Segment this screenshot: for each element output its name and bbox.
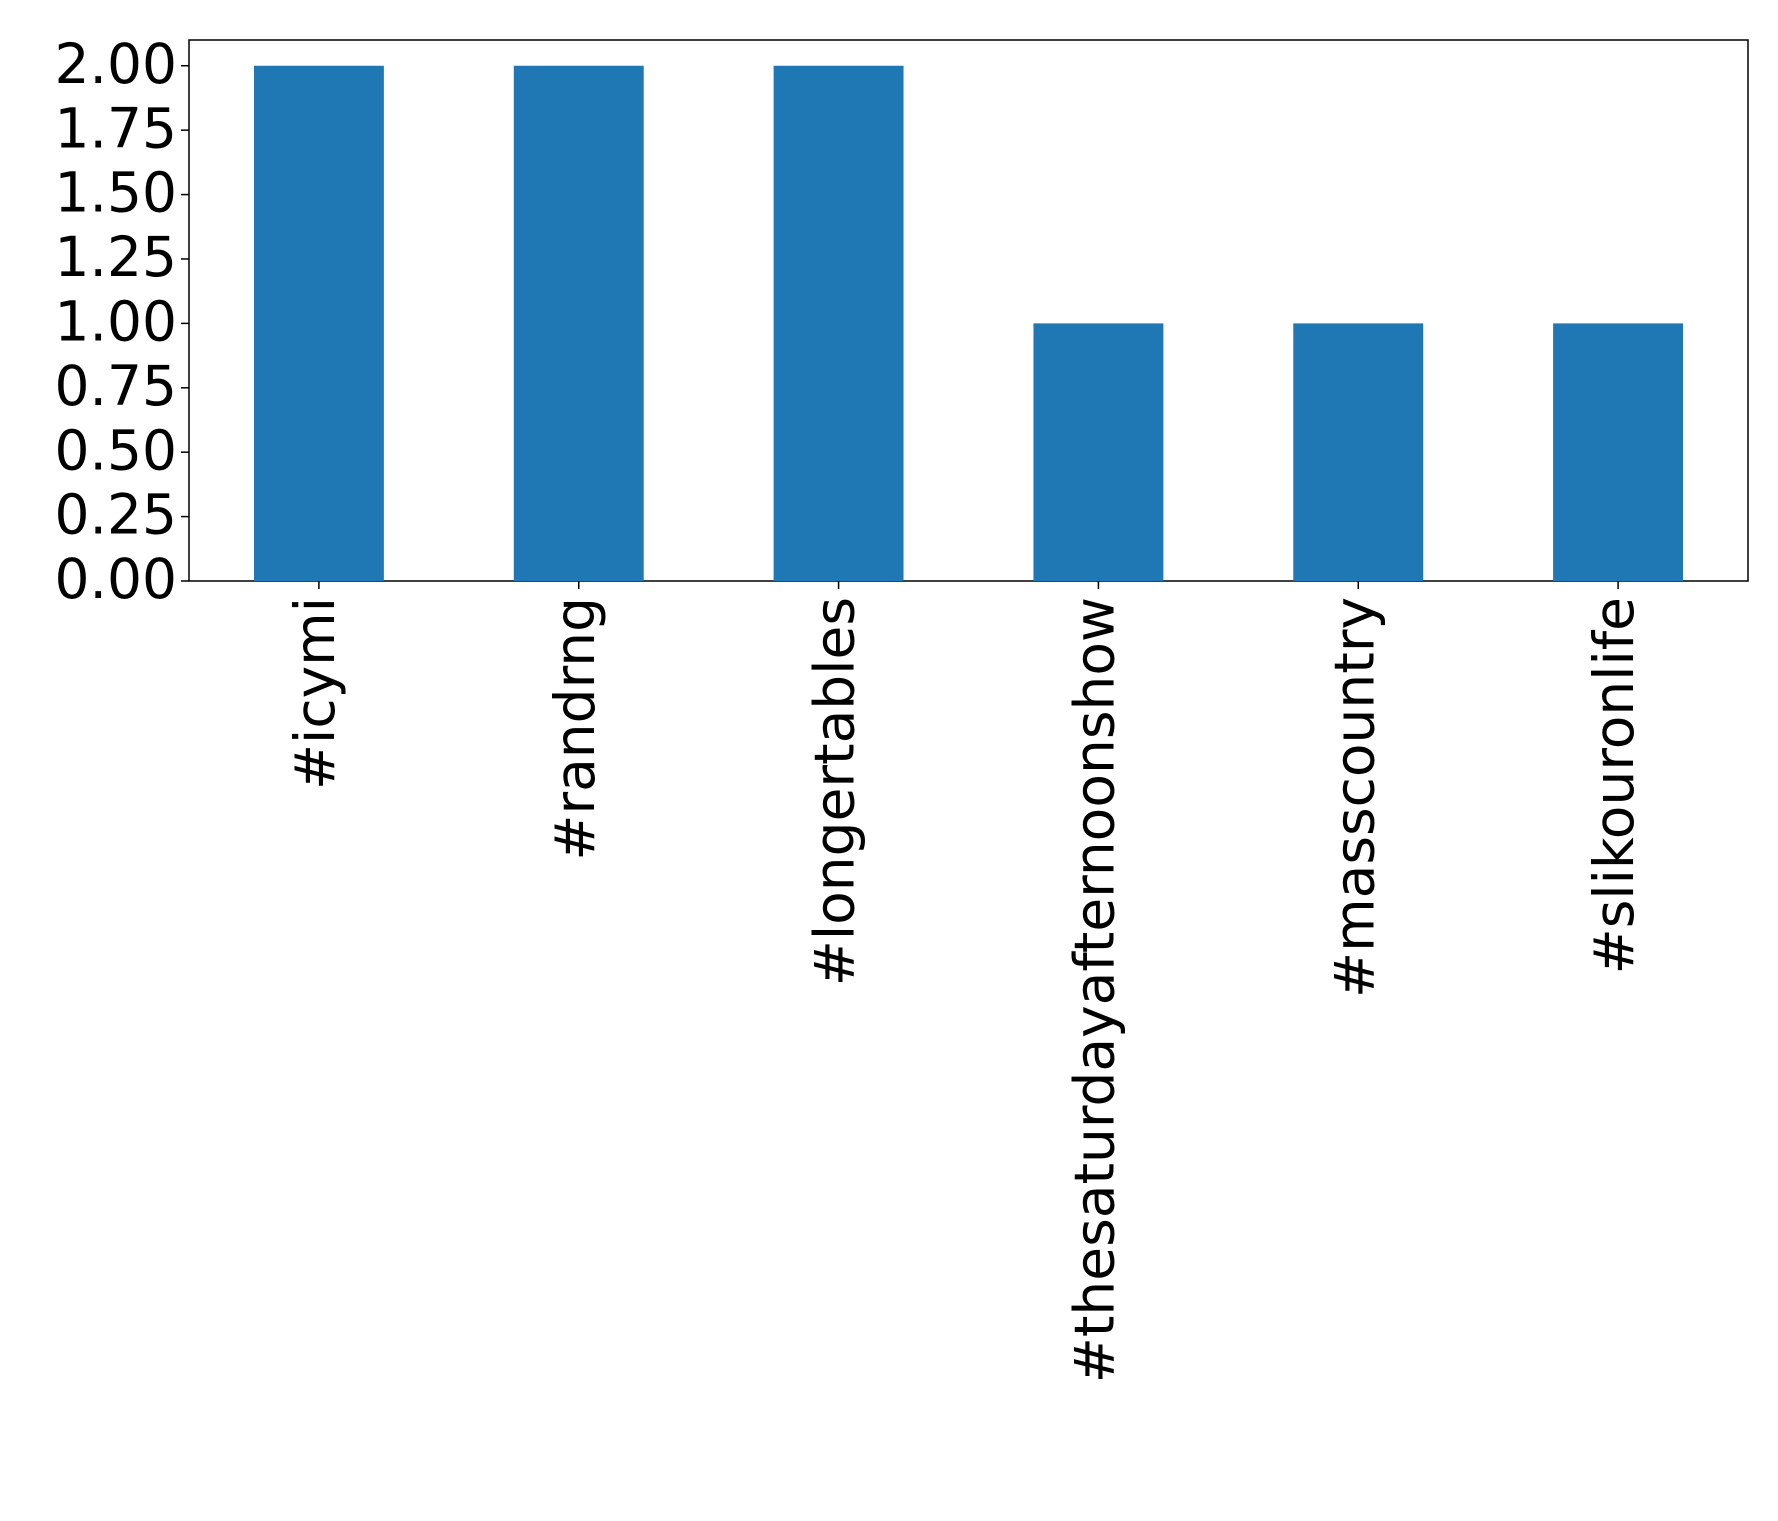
bar <box>1553 323 1684 581</box>
bar <box>773 65 904 581</box>
bar <box>513 65 644 581</box>
y-tick-label: 0.25 <box>55 483 177 547</box>
y-tick-label: 1.25 <box>55 225 177 289</box>
x-tick-label: #thesaturdayafternoonshow <box>1063 597 1127 1383</box>
plot-frame <box>188 39 1749 582</box>
y-tick-label: 0.75 <box>55 354 177 418</box>
x-tick-label: #randrng <box>543 597 607 861</box>
bar <box>253 65 384 581</box>
x-tick-label: #longertables <box>803 597 867 986</box>
bar <box>1293 323 1424 581</box>
x-tick-label: #slikouronlife <box>1582 597 1646 974</box>
y-tick-label: 1.75 <box>55 96 177 160</box>
bar <box>1033 323 1164 581</box>
x-tick-label: #masscountry <box>1322 597 1386 998</box>
y-tick-label: 0.00 <box>55 547 177 611</box>
y-tick-label: 0.50 <box>55 418 177 482</box>
y-tick-label: 1.00 <box>55 290 177 354</box>
y-tick-label: 1.50 <box>55 161 177 225</box>
x-tick-label: #icymi <box>283 597 347 790</box>
y-tick-label: 2.00 <box>55 32 177 96</box>
